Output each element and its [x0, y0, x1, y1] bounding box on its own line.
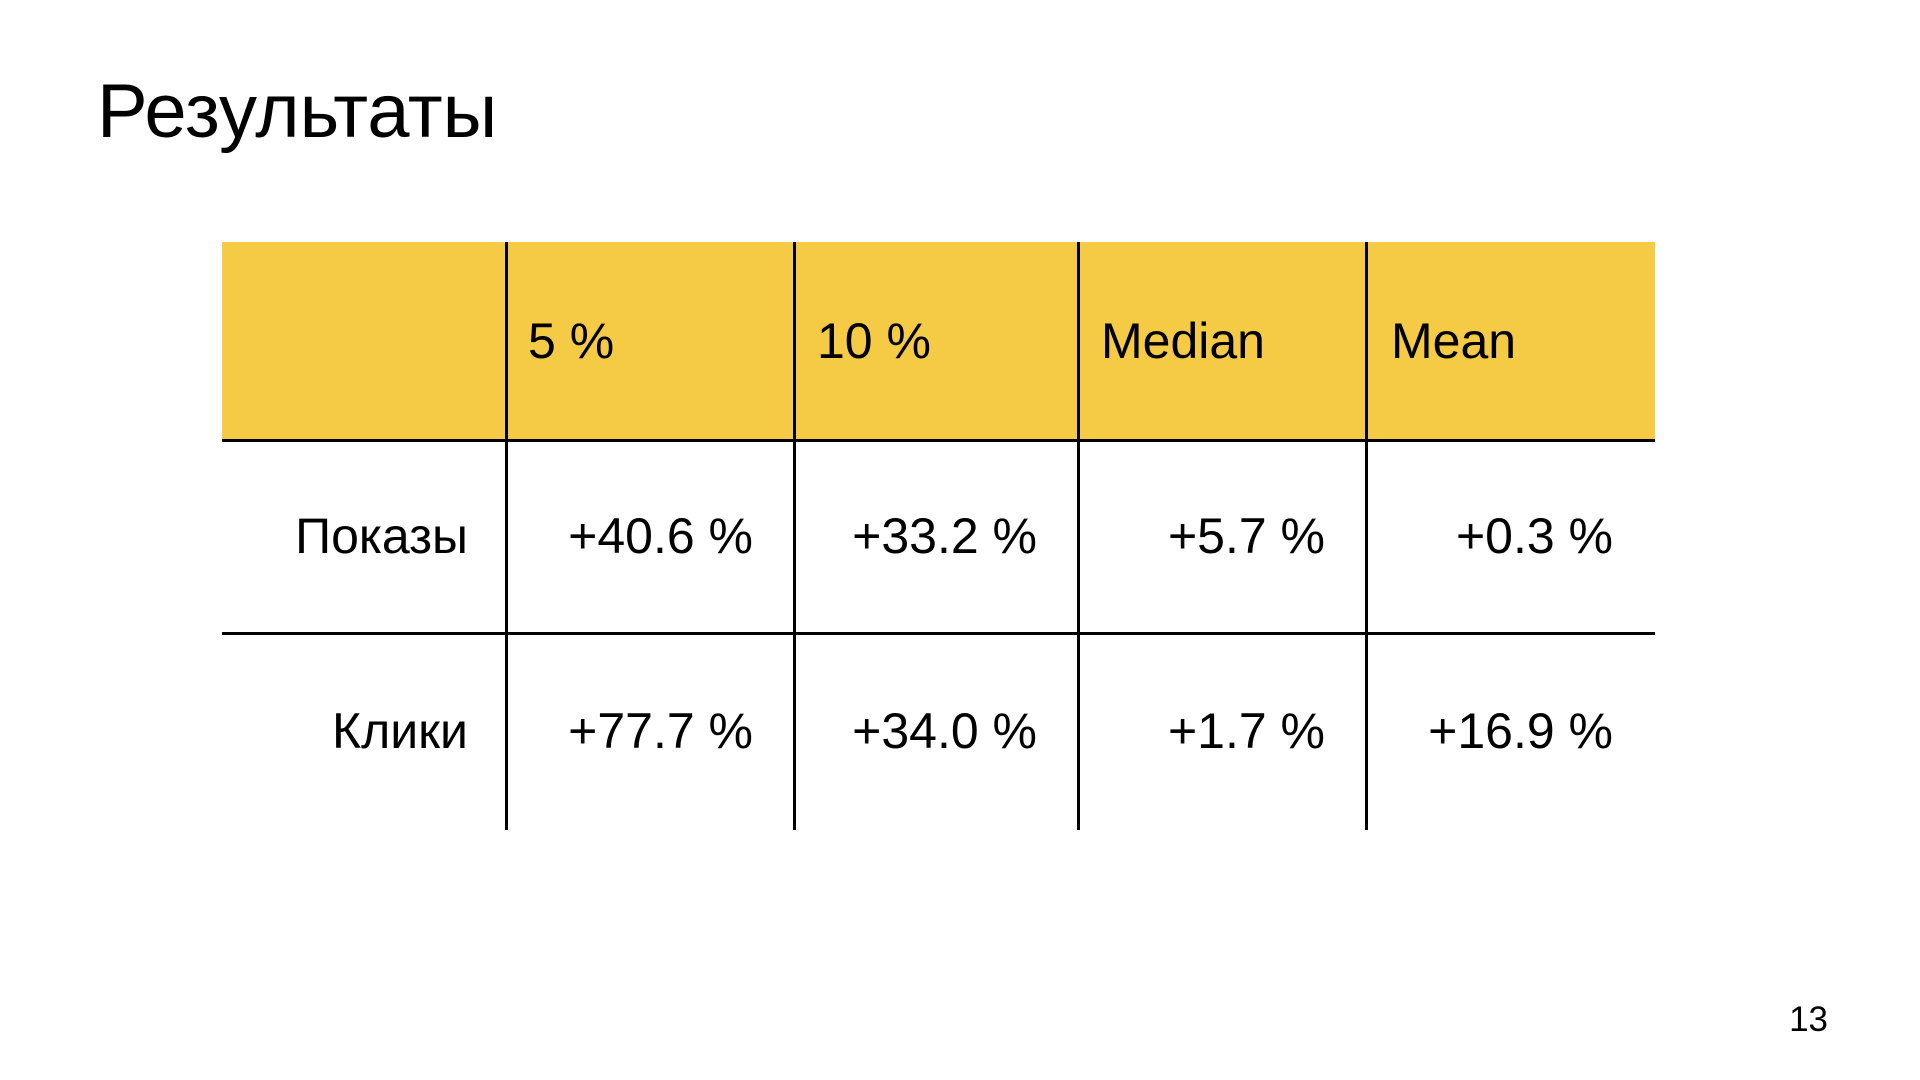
column-header-10pct: 10 %: [817, 313, 931, 369]
row-header-clicks: Клики: [331, 703, 468, 759]
row-divider: [222, 632, 1655, 635]
table-cell: +34.0 %: [852, 703, 1037, 759]
column-header-5pct: 5 %: [528, 313, 615, 369]
column-header-mean: Mean: [1391, 313, 1517, 369]
column-divider: [793, 242, 796, 830]
results-table: 5 % 10 % Median Mean Показы +40.6 % +33.…: [222, 242, 1655, 830]
table-cell: +16.9 %: [1428, 703, 1613, 759]
page-number: 13: [1789, 1000, 1828, 1039]
column-divider: [1365, 242, 1368, 830]
header-bottom-line: [222, 439, 1655, 442]
column-divider: [1077, 242, 1080, 830]
page-title: Результаты: [97, 69, 498, 154]
table-cell: +1.7 %: [1167, 703, 1325, 759]
table-cell: +5.7 %: [1167, 508, 1325, 564]
table-header-row: [222, 242, 1655, 440]
table-cell: +77.7 %: [568, 703, 753, 759]
column-header-median: Median: [1101, 313, 1265, 369]
table-cell: +0.3 %: [1455, 508, 1613, 564]
table-cell: +33.2 %: [852, 508, 1037, 564]
row-header-impressions: Показы: [295, 508, 468, 564]
column-divider: [505, 242, 508, 830]
table-cell: +40.6 %: [568, 508, 753, 564]
